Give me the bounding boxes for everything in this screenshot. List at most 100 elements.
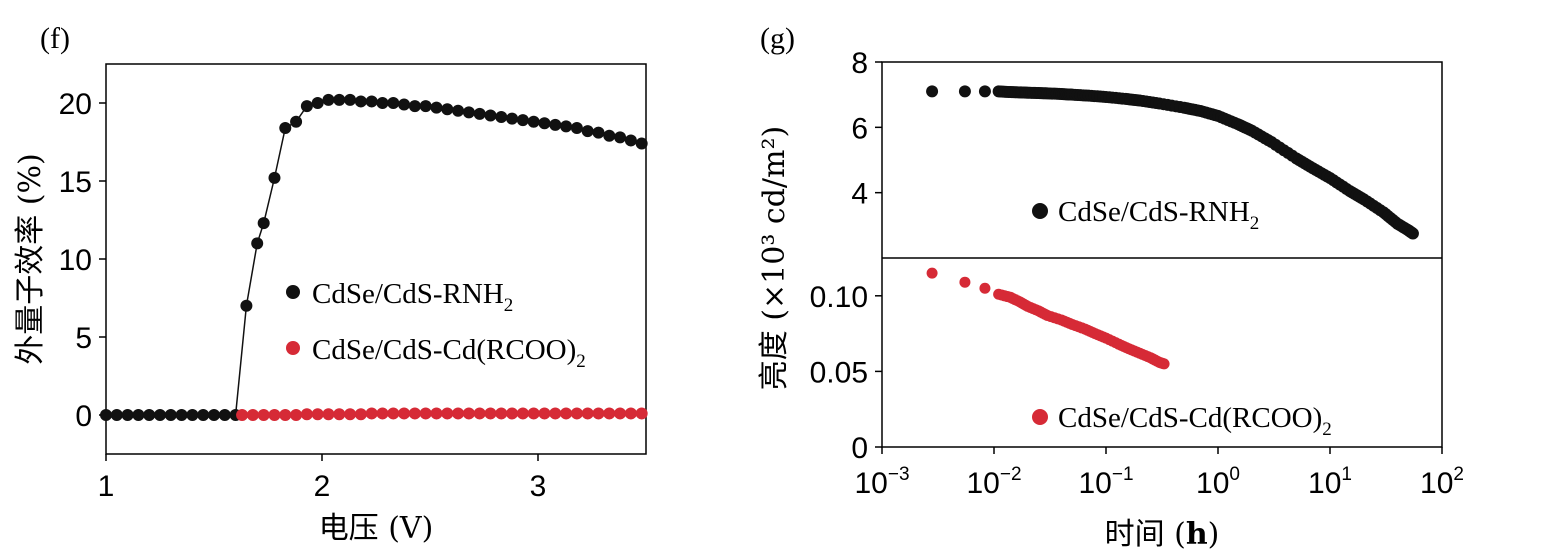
data-point [354,95,367,108]
data-point [290,115,303,128]
data-point [592,407,605,420]
data-point [560,120,573,133]
data-point [506,112,519,125]
panel-f-legend: CdSe/CdS-RNH2 CdSe/CdS-Cd(RCOO)2 [286,278,586,372]
y-tick-label: 0.10 [810,281,868,314]
data-point [603,407,616,420]
y-tick-label: 0 [75,400,92,433]
y-tick-label: 10 [59,244,92,277]
data-point [614,407,627,420]
data-point [268,171,281,184]
data-point [484,109,497,122]
data-point [1406,227,1419,240]
data-point [452,407,465,420]
data-point [570,407,583,420]
legend-marker-cdrcoo2 [1032,409,1048,425]
data-point [624,407,637,420]
y-tick-label: 6 [851,112,868,145]
data-point [268,409,281,421]
x-tick-label: 3 [530,470,547,503]
data-point [311,97,324,109]
y-tick-label: 0.05 [810,356,868,389]
data-point [257,409,270,421]
data-point [419,407,432,420]
data-point [926,85,939,98]
data-point [549,407,562,420]
data-point [581,125,594,138]
data-point [240,299,253,312]
data-point [218,409,231,421]
data-point [208,409,220,421]
legend-label-cdrcoo2: CdSe/CdS-Cd(RCOO)2 [1058,402,1332,440]
panel-f-x-axis: 1 2 3 [98,454,547,503]
data-point [603,129,616,142]
panel-f: (f) 1 2 3 0 5 10 15 20 电压 (V) 外量子效率 (%) CdSe/C… [13,22,648,546]
data-point [344,93,357,106]
data-point [538,117,551,130]
legend-label-cdrcoo2: CdSe/CdS-Cd(RCOO)2 [312,334,586,372]
data-point [365,407,378,420]
legend-marker-rnh2 [1032,203,1048,219]
data-point [635,137,648,150]
data-point [549,118,562,131]
data-point [110,409,123,421]
data-point [408,407,421,420]
data-point [387,407,400,420]
data-point [322,408,335,421]
panel-g-label: (g) [760,22,795,55]
panel-g-bottom-legend: CdSe/CdS-Cd(RCOO)2 [1032,402,1332,440]
data-point [143,409,156,421]
panel-g-x-axis-title: 时间 (h) [1105,517,1220,552]
data-point [538,407,551,420]
data-point [506,407,519,420]
data-point [495,407,508,420]
data-point [516,114,529,127]
data-point [251,237,264,250]
data-point [164,409,177,421]
data-point [257,217,270,230]
data-point [452,104,465,117]
data-point [495,111,508,124]
panel-f-label: (f) [40,22,70,55]
data-point [333,408,346,421]
data-point [978,85,991,98]
data-point [154,409,166,421]
panel-f-data [100,93,648,421]
data-point [419,100,432,113]
data-point [300,100,313,113]
panel-g-bottom-y-axis: 0 0.05 0.10 [810,281,882,465]
data-point [570,121,583,134]
data-point [246,409,259,421]
panel-f-x-axis-title: 电压 (V) [319,511,434,546]
y-tick-label: 15 [59,166,92,199]
data-point [279,121,292,134]
data-point [333,93,346,106]
data-point [462,106,475,119]
data-point [430,407,443,420]
data-point [236,409,249,421]
panel-g-top-legend: CdSe/CdS-RNH2 [1032,196,1259,234]
panel-g-top-y-axis: 4 6 8 [851,47,882,211]
panel-g-top-data [926,85,1419,240]
data-point [592,126,605,139]
data-point [473,107,486,120]
data-point [279,409,292,421]
panel-g-x-axis: 10−3 10−2 10−1 100 101 102 [854,447,1464,500]
data-point [354,408,367,421]
panel-g-bottom-data [926,267,1170,370]
data-point [376,407,389,420]
x-tick-label: 102 [1420,464,1464,500]
y-tick-label: 5 [75,322,92,355]
data-point [300,408,313,421]
data-point [926,267,938,279]
data-point [624,134,637,147]
data-point [527,115,540,128]
data-point [441,407,454,420]
data-point [197,409,210,421]
data-point [560,407,573,420]
data-point [635,407,648,420]
y-tick-label: 8 [851,47,868,80]
data-point [484,407,497,420]
panel-f-y-axis: 0 5 10 15 20 [59,88,106,433]
